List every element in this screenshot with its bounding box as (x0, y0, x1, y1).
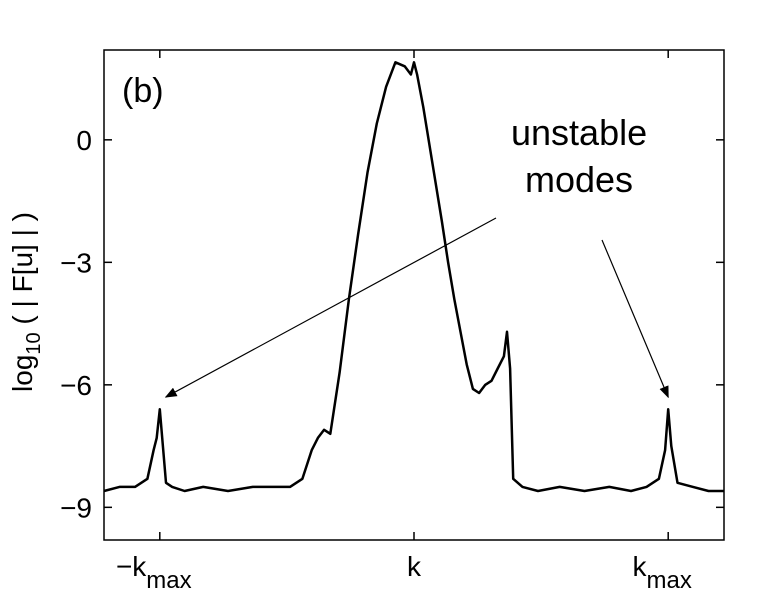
y-tick-label: −3 (60, 247, 92, 278)
y-tick-label: 0 (76, 125, 92, 156)
panel-label: (b) (122, 72, 164, 110)
annotation-arrow (164, 217, 497, 398)
x-tick-label: k (407, 551, 422, 582)
annotation-line-1: unstable (511, 112, 647, 153)
y-tick-label: −6 (60, 370, 92, 401)
y-tick-label: −9 (60, 492, 92, 523)
annotation-line-2: modes (525, 159, 633, 200)
annotation-arrow (601, 239, 669, 399)
spectrum-line-0 (103, 61, 724, 493)
y-axis-label-rest: ( | F[u] | ) (7, 212, 38, 332)
x-tick-label: −kmax (116, 551, 192, 594)
x-tick-label: kmax (633, 551, 692, 594)
y-axis-label-subscript: 10 (23, 332, 45, 354)
y-axis-label-main: log (7, 355, 38, 392)
y-axis-label: log10 ( | F[u] | ) (7, 212, 45, 392)
